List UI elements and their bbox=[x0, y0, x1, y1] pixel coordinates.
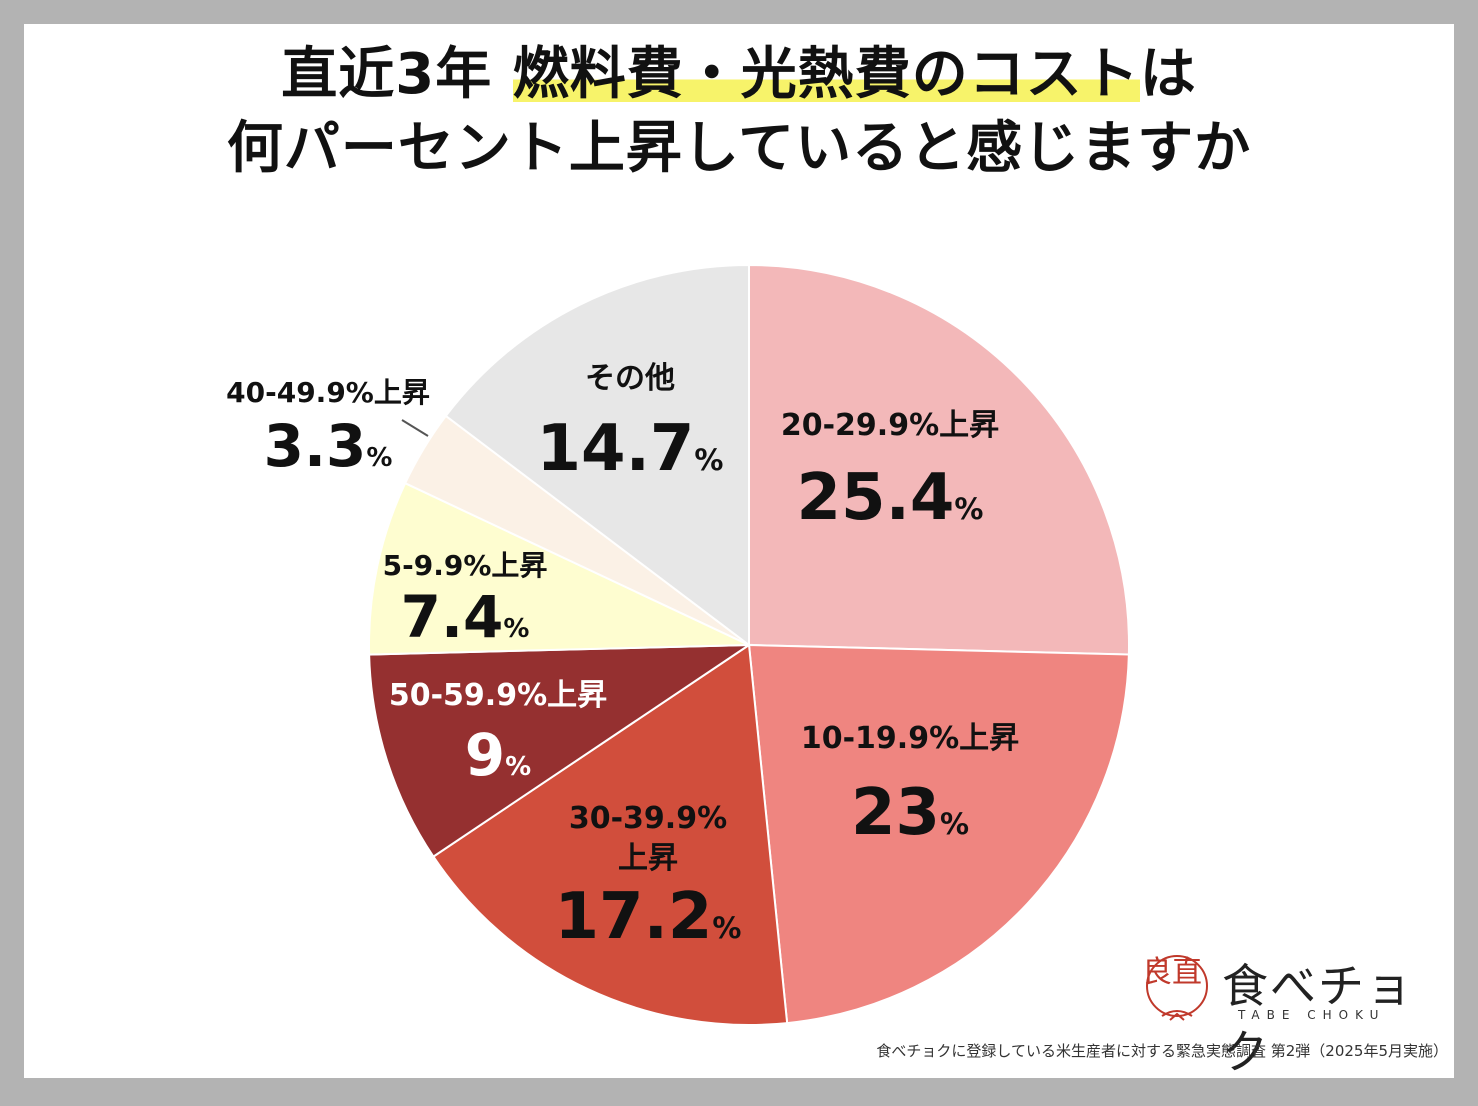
slice-20-29-value: 25.4% bbox=[797, 461, 984, 535]
title-line-1: 直近3年 燃料費・光熱費のコストは bbox=[24, 38, 1454, 112]
slice-5-9 bbox=[368, 481, 750, 656]
title-line-2: 何パーセント上昇していると感じますか bbox=[226, 116, 1252, 181]
slice-40-49-label: 40-49.9%上昇 bbox=[226, 376, 430, 409]
logo-name: 食べチョク bbox=[1222, 959, 1414, 1079]
leader-line-40-49 bbox=[401, 419, 429, 437]
slice-10-19-value: 23% bbox=[851, 776, 969, 850]
slice-10-19 bbox=[747, 643, 1130, 1025]
slice-20-29 bbox=[748, 263, 1130, 656]
title-highlight: 燃料費・光熱費のコスト bbox=[512, 42, 1140, 107]
slice-50-59-value: 9% bbox=[465, 721, 531, 789]
logo-mark-text: 良直 bbox=[1142, 955, 1202, 990]
slice-50-59-label: 50-59.9%上昇 bbox=[389, 678, 607, 713]
slice-50-59 bbox=[368, 643, 753, 859]
slice-other-label: その他 bbox=[585, 361, 675, 396]
slice-5-9-label: 5-9.9%上昇 bbox=[383, 549, 548, 582]
slice-10-19-label: 10-19.9%上昇 bbox=[801, 721, 1019, 756]
slice-20-29-label: 20-29.9%上昇 bbox=[781, 408, 999, 443]
slice-30-39-value: 17.2% bbox=[555, 880, 742, 954]
slice-other bbox=[444, 263, 750, 648]
logo-subtext: TABE CHOKU bbox=[1238, 1008, 1386, 1022]
slice-30-39 bbox=[431, 643, 789, 1026]
tabechoku-logo: 良直 食べチョク TABE CHOKU bbox=[1140, 950, 1430, 1079]
chart-title: 直近3年 燃料費・光熱費のコストは 何パーセント上昇していると感じますか bbox=[24, 38, 1454, 186]
footnote: 食べチョクに登録している米生産者に対する緊急実態調査 第2弾（2025年5月実施… bbox=[876, 1042, 1448, 1060]
slice-40-49-value: 3.3% bbox=[264, 412, 393, 480]
slice-other-value: 14.7% bbox=[537, 412, 724, 486]
slice-5-9-value: 7.4% bbox=[401, 583, 530, 651]
logo-mark-icon bbox=[1146, 955, 1208, 1021]
slice-30-39-label: 30-39.9% bbox=[569, 801, 727, 836]
title-suffix: は bbox=[1139, 42, 1197, 107]
title-prefix: 直近3年 bbox=[281, 42, 513, 107]
slice-30-39-label-2: 上昇 bbox=[618, 841, 678, 876]
